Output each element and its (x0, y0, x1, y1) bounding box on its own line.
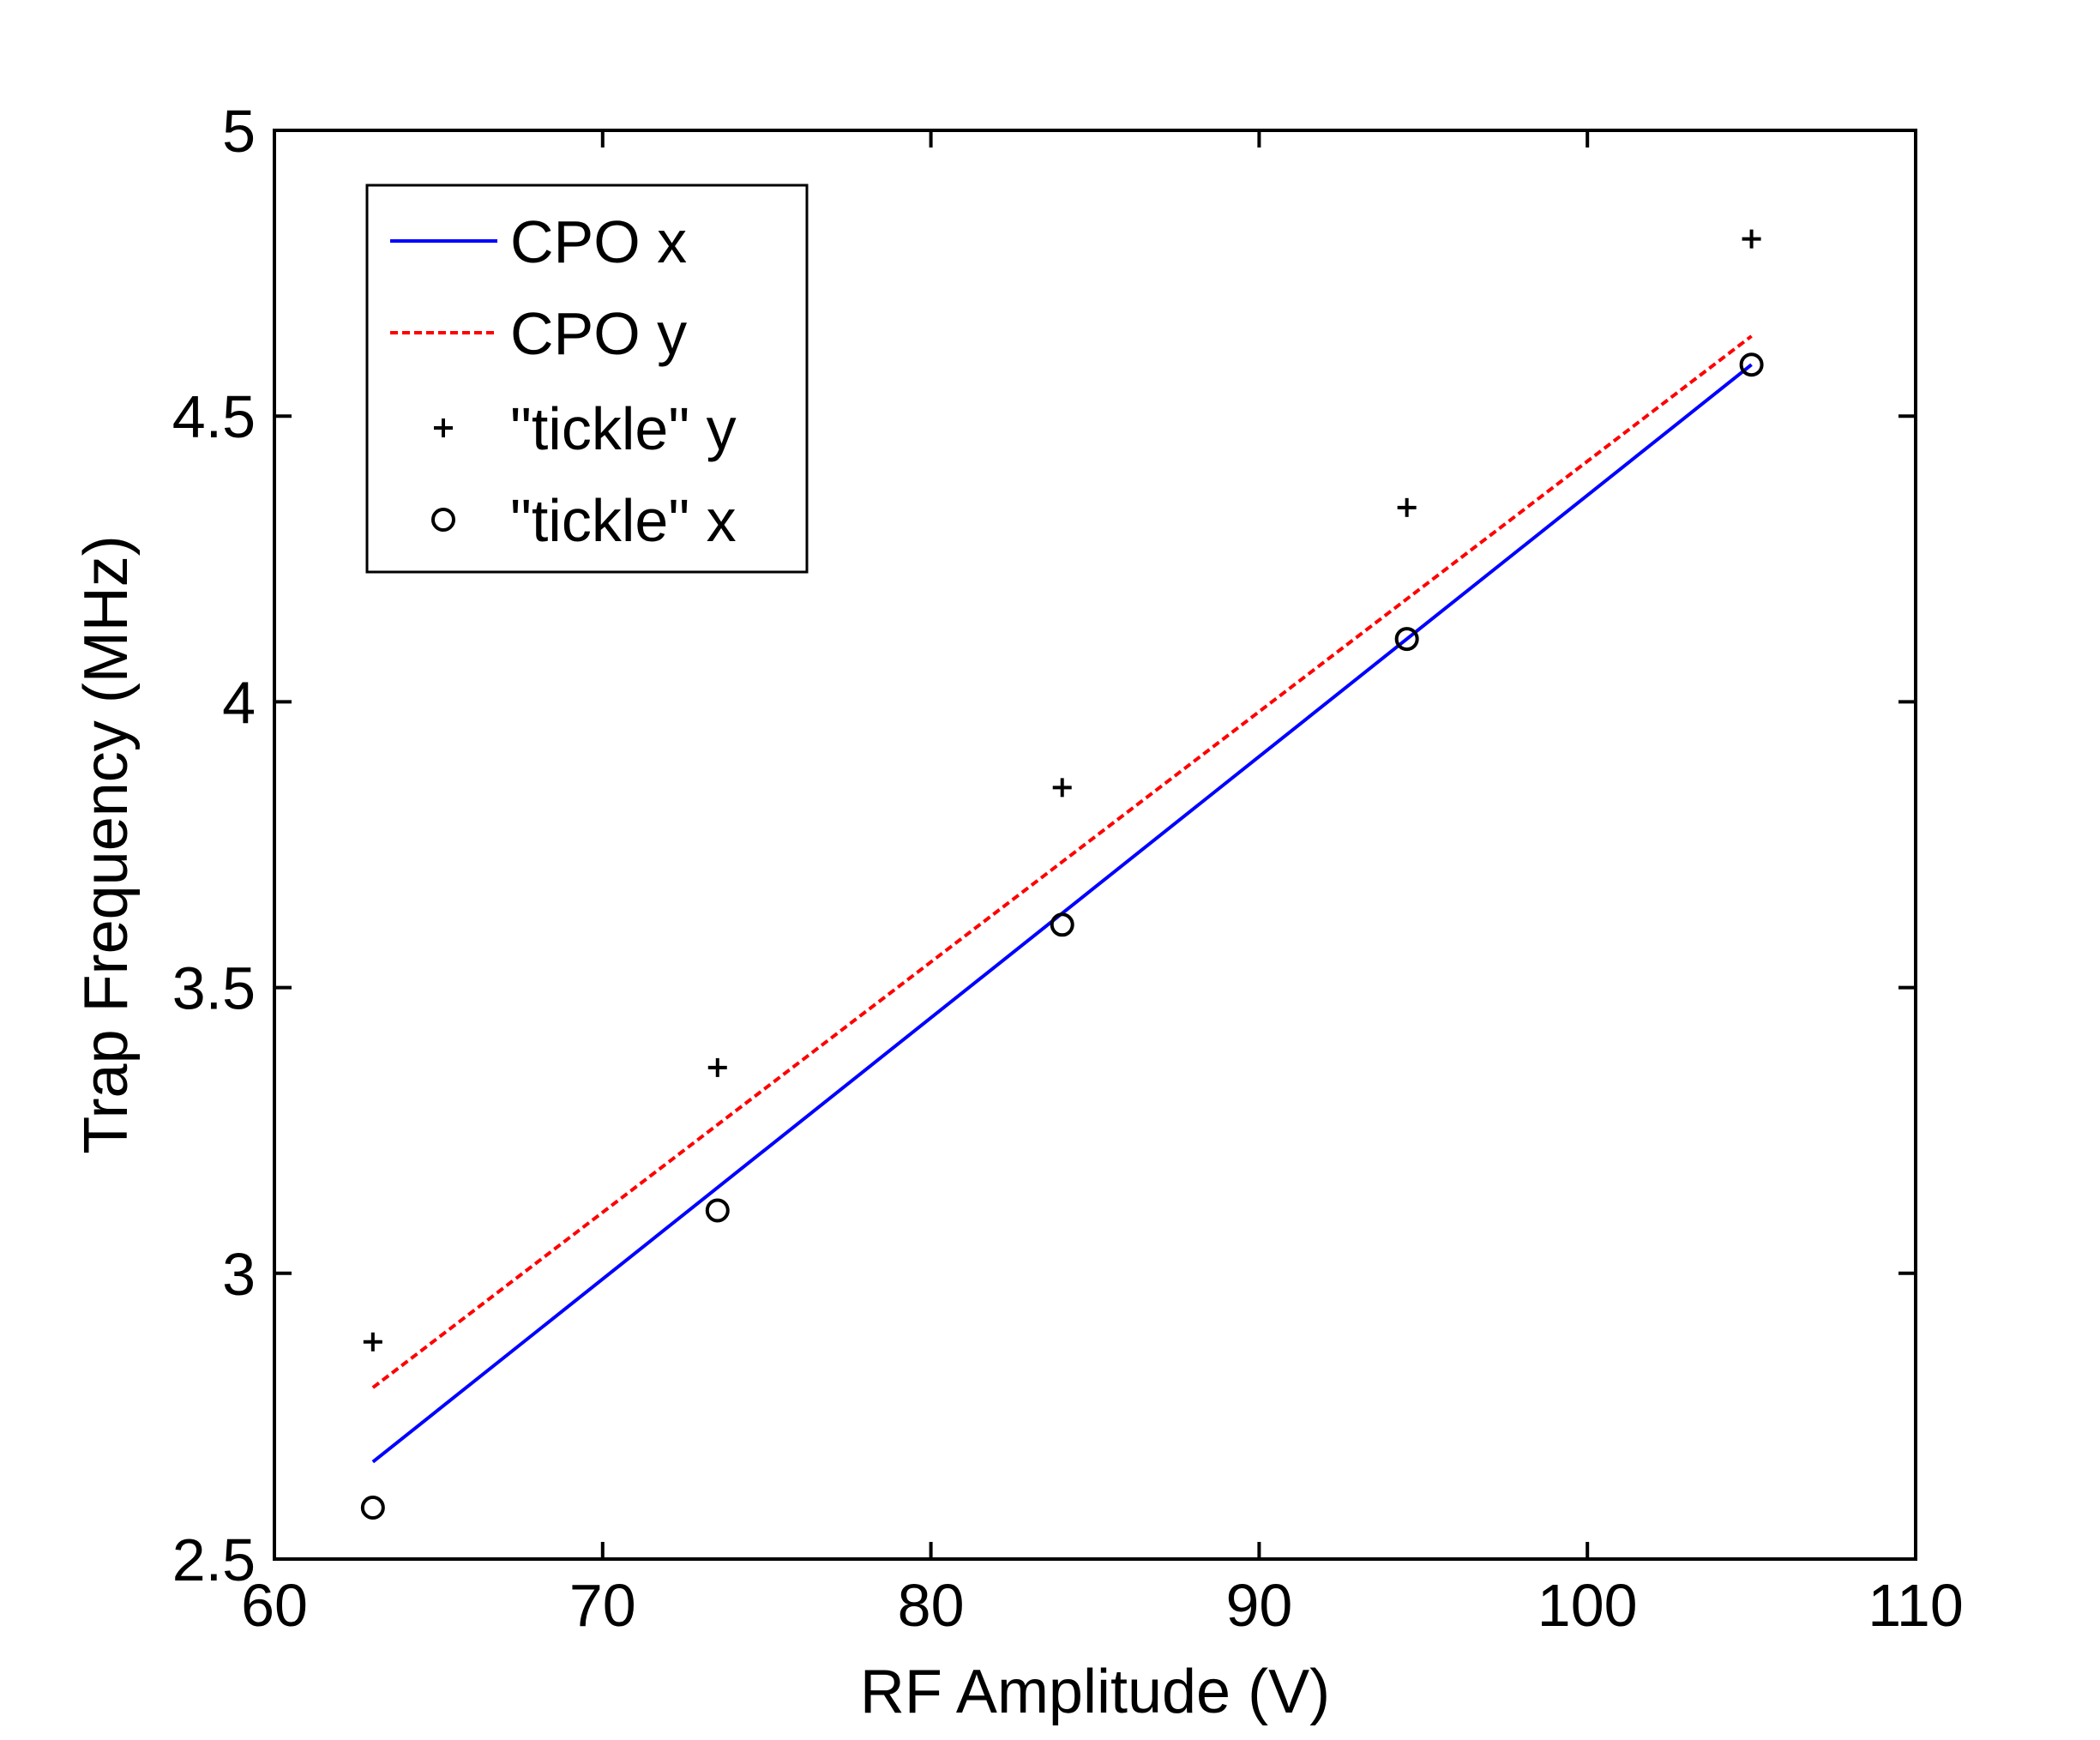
data-point-plus (1742, 229, 1761, 249)
x-tick-label: 60 (241, 1572, 308, 1639)
x-axis-label: RF Amplitude (V) (860, 1658, 1330, 1726)
data-point-plus (1397, 497, 1417, 517)
y-tick-label: 5 (222, 98, 256, 165)
x-tick-label: 90 (1225, 1572, 1292, 1639)
legend-label: CPO y (510, 300, 687, 367)
y-tick-label: 4 (222, 669, 256, 736)
y-axis-label: Trap Frequency (MHz) (72, 535, 141, 1153)
y-tick-label: 2.5 (172, 1526, 256, 1593)
data-point-circle (705, 1198, 730, 1223)
legend-entries: CPO x CPO y "tickle" y "tickle" x (390, 208, 737, 554)
legend-label: "tickle" x (510, 487, 737, 554)
y-tick-label: 3.5 (172, 955, 256, 1022)
legend-label: "tickle" y (510, 395, 737, 462)
y-tick-label: 4.5 (172, 383, 256, 450)
axis-ticks (273, 129, 1917, 1561)
data-point-plus (707, 1057, 727, 1077)
x-tick-labels: 60 70 80 90 100 110 (241, 1572, 1964, 1639)
y-tick-labels: 2.5 3 3.5 4 4.5 5 (172, 98, 256, 1593)
legend-swatch (431, 508, 455, 532)
series-layer (360, 229, 1764, 1520)
legend-swatch (434, 418, 453, 437)
data-point-circle (1394, 627, 1419, 652)
data-point-circle (1050, 912, 1074, 937)
x-tick-label: 110 (1868, 1572, 1964, 1639)
legend-label: CPO x (510, 208, 687, 275)
data-point-plus (363, 1332, 382, 1352)
data-point-circle (360, 1496, 385, 1520)
data-point-plus (1052, 778, 1072, 798)
x-tick-label: 80 (898, 1572, 965, 1639)
data-point-circle (1739, 352, 1764, 377)
legend: CPO x CPO y "tickle" y "tickle" x (365, 184, 809, 574)
x-tick-label: 100 (1537, 1572, 1638, 1639)
legend-box (365, 184, 809, 574)
x-tick-label: 70 (569, 1572, 636, 1639)
series-line-1 (371, 334, 1753, 1389)
y-tick-label: 3 (222, 1241, 256, 1308)
